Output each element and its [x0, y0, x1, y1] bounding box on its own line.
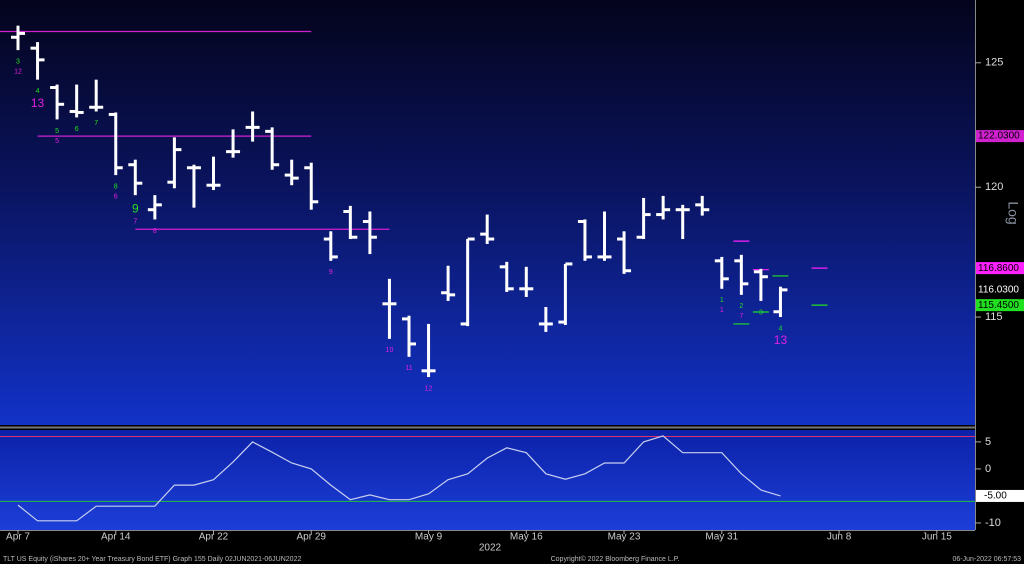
setup-count: 4 — [36, 88, 40, 95]
x-tick-label: Apr 14 — [101, 532, 131, 543]
oscillator-panel — [0, 430, 975, 530]
main-panel — [0, 0, 975, 425]
footer-left: TLT US Equity (iShares 20+ Year Treasury… — [3, 556, 301, 563]
level-label-box — [976, 299, 1024, 312]
y-tick-label: 125 — [985, 57, 1003, 69]
x-tick-label: May 16 — [510, 532, 543, 543]
x-tick-label: Jun 8 — [827, 532, 852, 543]
level-label-box — [976, 130, 1024, 143]
level-label: 116.8600 — [978, 263, 1019, 274]
last-value-label: -5.00 — [984, 491, 1007, 502]
x-tick-label: May 9 — [415, 532, 443, 543]
level-label: 122.0300 — [978, 131, 1020, 142]
y-tick-label: 0 — [985, 463, 991, 475]
countdown-count: 8 — [153, 228, 157, 235]
setup-count: 1 — [720, 297, 724, 304]
countdown-count: 7 — [739, 313, 743, 320]
x-tick-label: Jun 15 — [922, 532, 952, 543]
setup-count: 7 — [94, 120, 98, 127]
year-label: 2022 — [479, 543, 502, 554]
last-price-label-box — [976, 283, 1024, 296]
footer-center: Copyright© 2022 Bloomberg Finance L.P. — [551, 555, 680, 563]
countdown-count: 10 — [386, 347, 394, 354]
countdown-count: 13 — [31, 96, 45, 110]
countdown-count: 13 — [774, 333, 788, 347]
x-tick-label: Apr 7 — [6, 532, 30, 543]
setup-count: 9 — [132, 201, 139, 215]
x-tick-label: May 23 — [608, 532, 641, 543]
setup-count: 3 — [759, 309, 763, 316]
countdown-count: 9 — [329, 269, 333, 276]
countdown-count: 11 — [405, 365, 412, 372]
level-label-box — [976, 262, 1024, 275]
countdown-count: 12 — [14, 68, 22, 75]
setup-count: 6 — [75, 126, 79, 133]
last-price-label: 116.0300 — [978, 284, 1019, 295]
last-value-box — [976, 489, 1024, 502]
countdown-count: 1 — [720, 307, 724, 314]
countdown-count: 5 — [55, 138, 59, 145]
countdown-count: 6 — [114, 193, 118, 200]
x-tick-label: Apr 29 — [297, 532, 327, 543]
y-tick-label: 115 — [985, 311, 1003, 323]
setup-count: 4 — [778, 325, 782, 332]
level-label: 115.4500 — [978, 300, 1019, 311]
countdown-count: 12 — [425, 385, 433, 392]
footer-right: 06-Jun-2022 06:57:53 — [953, 556, 1022, 563]
x-tick-label: Apr 22 — [199, 532, 229, 543]
setup-count: 3 — [16, 58, 20, 65]
setup-count: 2 — [739, 303, 743, 310]
x-tick-label: May 31 — [705, 532, 738, 543]
y-tick-label: -10 — [985, 517, 1001, 529]
countdown-count: 7 — [133, 218, 137, 225]
y-tick-label: 5 — [985, 436, 991, 448]
setup-count: 8 — [114, 183, 118, 190]
y-tick-label: 120 — [985, 181, 1003, 193]
setup-count: 5 — [55, 128, 59, 135]
scale-label: Log — [1005, 201, 1021, 224]
oscillator-line — [17, 435, 781, 522]
